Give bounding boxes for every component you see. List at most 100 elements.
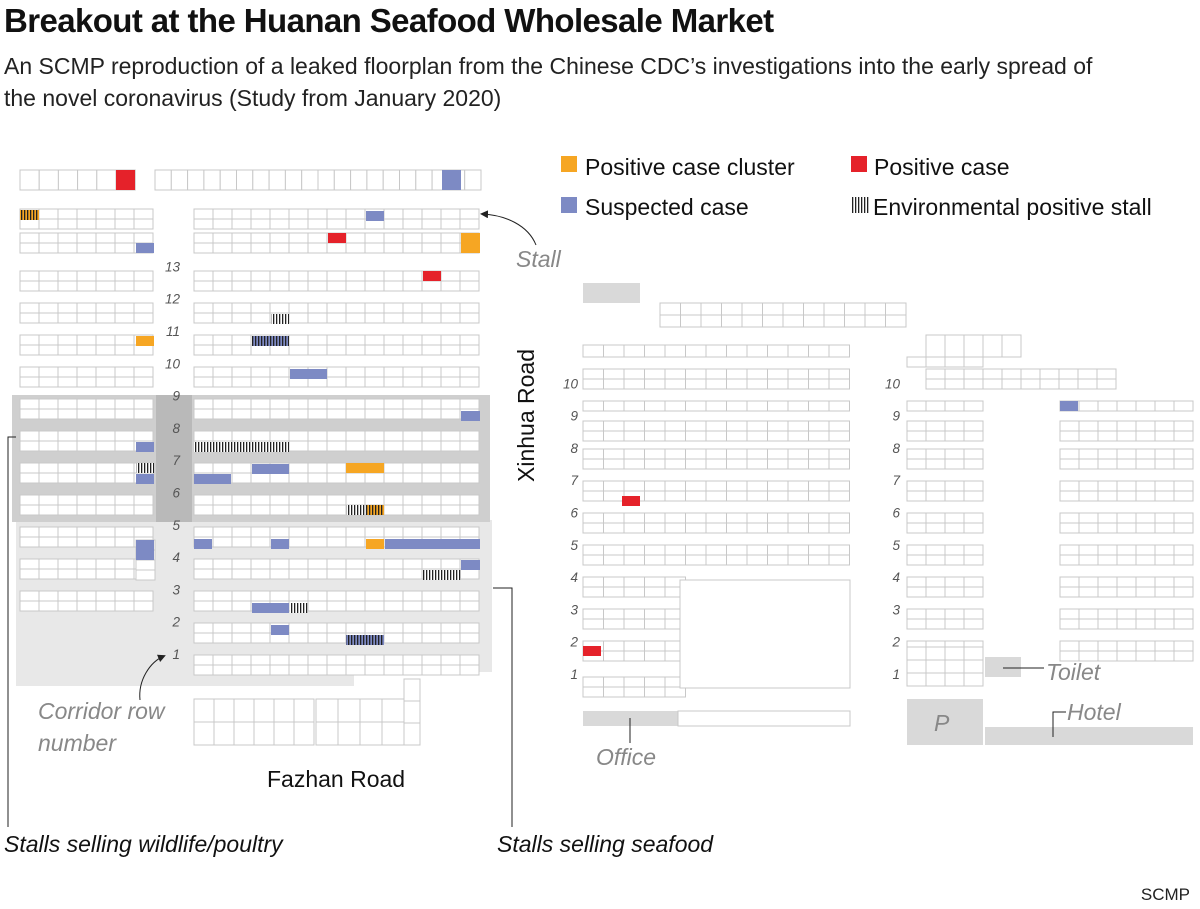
stall — [808, 448, 830, 460]
stall — [1078, 420, 1099, 432]
stall — [19, 568, 40, 580]
stall — [1116, 522, 1137, 534]
stall — [762, 302, 784, 316]
legend-label-positive: Positive case — [874, 154, 1010, 180]
stall — [383, 344, 404, 356]
stall — [726, 554, 748, 566]
stall — [212, 376, 233, 388]
stall — [906, 522, 927, 534]
stall — [808, 400, 830, 412]
stall — [787, 458, 809, 470]
stall — [767, 378, 789, 390]
stall — [1001, 368, 1022, 380]
stall — [307, 242, 328, 254]
stall — [402, 408, 423, 420]
stall — [269, 398, 290, 410]
stall — [823, 314, 845, 328]
stall — [459, 376, 480, 388]
stall — [233, 721, 255, 746]
stall — [421, 622, 442, 634]
stall — [326, 590, 347, 602]
suspected-case — [136, 474, 154, 484]
stall — [38, 169, 59, 191]
stall — [459, 334, 480, 346]
stall — [963, 356, 984, 368]
parking-block — [907, 699, 983, 745]
stall — [1059, 512, 1080, 524]
stall — [95, 462, 116, 474]
stall — [133, 302, 154, 314]
stall — [307, 440, 328, 452]
stall — [76, 430, 97, 442]
stall — [364, 270, 385, 282]
east-row-number: 2 — [569, 635, 578, 650]
stall — [38, 242, 59, 254]
stall — [1097, 554, 1118, 566]
stall — [623, 458, 645, 470]
stall — [705, 458, 727, 470]
stall — [1097, 650, 1118, 662]
stall — [76, 526, 97, 538]
stall — [364, 472, 385, 484]
stall — [383, 302, 404, 314]
stall — [925, 554, 946, 566]
stall — [685, 522, 707, 534]
stall — [288, 536, 309, 548]
stall — [212, 600, 233, 612]
stall — [95, 208, 116, 220]
east-row-number: 6 — [570, 506, 578, 521]
stall — [1135, 420, 1156, 432]
stall — [345, 568, 366, 580]
stall — [250, 664, 271, 676]
stall — [623, 576, 645, 588]
west-row-number: 10 — [165, 356, 181, 371]
stall — [440, 622, 461, 634]
stall — [440, 600, 461, 612]
stall — [685, 554, 707, 566]
stall — [383, 622, 404, 634]
stall — [57, 232, 78, 244]
stall — [193, 408, 214, 420]
stall — [787, 490, 809, 502]
stall — [1135, 522, 1156, 534]
stall — [808, 344, 830, 358]
stall-arrow — [480, 210, 537, 246]
stall — [19, 494, 40, 506]
stall — [231, 462, 252, 474]
stall — [76, 462, 97, 474]
stall — [787, 544, 809, 556]
stall — [582, 522, 604, 534]
stall — [231, 334, 252, 346]
stall — [231, 398, 252, 410]
stall — [603, 480, 625, 492]
stall — [133, 376, 154, 388]
stall — [664, 430, 686, 442]
stall — [114, 242, 135, 254]
stall — [705, 480, 727, 492]
stall — [231, 600, 252, 612]
environmental-positive-cluster — [366, 505, 384, 515]
stall — [95, 302, 116, 314]
stall — [582, 368, 604, 380]
stall — [95, 430, 116, 442]
stall — [345, 208, 366, 220]
stall — [231, 472, 252, 484]
stall — [1078, 522, 1099, 534]
stall — [705, 490, 727, 502]
stall — [746, 420, 768, 432]
west-row-number: 11 — [166, 324, 180, 339]
stall — [212, 462, 233, 474]
stall — [345, 398, 366, 410]
stall — [95, 398, 116, 410]
stall — [326, 312, 347, 324]
stall — [440, 280, 461, 292]
stall — [76, 590, 97, 602]
stall — [644, 480, 666, 492]
stall — [685, 344, 707, 358]
stall — [402, 232, 423, 244]
stall — [1078, 576, 1099, 588]
stall — [1173, 480, 1194, 492]
stall — [664, 480, 686, 492]
stall — [231, 344, 252, 356]
stall — [828, 368, 850, 380]
